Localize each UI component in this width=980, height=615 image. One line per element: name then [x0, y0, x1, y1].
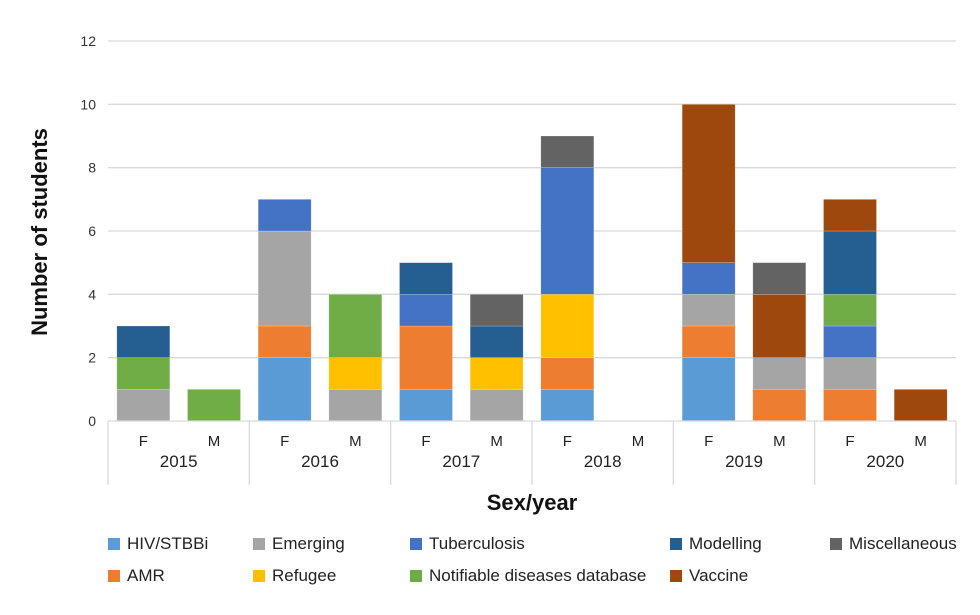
legend-swatch [108, 570, 120, 582]
legend-label: Emerging [272, 534, 345, 553]
legend-item: Miscellaneous [830, 534, 957, 554]
bar-segment-vaccine [893, 389, 948, 422]
x-sub-label: M [349, 433, 362, 450]
bar-segment-modelling [823, 230, 877, 295]
bar-segment-modelling [116, 325, 171, 358]
y-axis-ticks: 0 2 4 6 8 10 12 [80, 33, 96, 429]
bar-segment-hiv-stbbi [681, 357, 736, 422]
x-group-label: 2020 [866, 452, 904, 471]
bar-segment-emerging [328, 389, 383, 422]
bar-segment-miscellaneous [752, 262, 807, 295]
legend-item: Modelling [670, 534, 762, 554]
x-sub-label: F [139, 433, 148, 450]
legend-swatch [670, 538, 682, 550]
legend-label: Tuberculosis [429, 534, 525, 553]
legend-item: HIV/STBBi [108, 534, 208, 554]
bar-segment-emerging [752, 357, 807, 390]
x-sub-label: F [421, 433, 430, 450]
bar-segment-emerging [116, 389, 171, 422]
gridlines [108, 40, 956, 359]
legend-swatch [670, 570, 682, 582]
bar-segment-tuberculosis [823, 325, 877, 358]
legend-swatch [253, 538, 265, 550]
y-tick-label: 12 [80, 33, 96, 49]
y-tick-label: 8 [88, 160, 96, 176]
bar-segment-amr [823, 389, 877, 422]
y-axis-title: Number of students [27, 128, 52, 336]
legend-swatch [410, 538, 422, 550]
bars [116, 104, 948, 422]
legend-item: Emerging [253, 534, 345, 554]
x-sub-label: F [563, 433, 572, 450]
legend-item: AMR [108, 566, 165, 586]
y-tick-label: 6 [88, 223, 96, 239]
bar-segment-refugee [540, 294, 595, 358]
bar-segment-miscellaneous [540, 135, 595, 168]
bar-segment-hiv-stbbi [540, 389, 595, 422]
bar-segment-tuberculosis [257, 199, 312, 232]
x-sub-label: F [280, 433, 289, 450]
bar-segment-modelling [469, 325, 524, 358]
y-tick-label: 2 [88, 350, 96, 366]
bar-segment-notifiable-diseases-database [328, 294, 383, 358]
x-sub-label: F [845, 433, 854, 450]
legend-item: Refugee [253, 566, 336, 586]
bar-segment-miscellaneous [469, 294, 524, 327]
x-group-label: 2018 [584, 452, 622, 471]
bar-segment-notifiable-diseases-database [116, 357, 171, 390]
x-sub-label: M [490, 433, 503, 450]
y-tick-label: 0 [88, 413, 96, 429]
bar-segment-amr [752, 389, 807, 422]
bar-segment-amr [399, 325, 453, 390]
y-tick-label: 10 [80, 96, 96, 112]
legend-label: AMR [127, 566, 165, 585]
bar-segment-refugee [328, 357, 383, 390]
bar-segment-notifiable-diseases-database [187, 389, 241, 422]
legend-label: Vaccine [689, 566, 749, 585]
bar-segment-tuberculosis [399, 294, 453, 327]
legend-swatch [410, 570, 422, 582]
legend-label: HIV/STBBi [127, 534, 209, 553]
bar-segment-amr [257, 325, 312, 358]
bar-segment-vaccine [752, 294, 807, 358]
legend-swatch [108, 538, 120, 550]
x-group-label: 2019 [725, 452, 763, 471]
y-tick-label: 4 [88, 286, 96, 302]
bar-segment-notifiable-diseases-database [823, 294, 877, 327]
bar-segment-emerging [681, 294, 736, 327]
bar-segment-hiv-stbbi [399, 389, 453, 422]
bar-segment-vaccine [681, 104, 736, 263]
bar-segment-amr [540, 357, 595, 390]
bar-segment-refugee [469, 357, 524, 390]
legend-label: Miscellaneous [849, 534, 957, 553]
x-axis: F M F M F M F M F M F M 2015 2016 2017 2018 2019 2020 [107, 420, 957, 485]
x-sub-label: F [704, 433, 713, 450]
bar-segment-tuberculosis [681, 262, 736, 295]
bar-segment-hiv-stbbi [257, 357, 312, 422]
bar-segment-emerging [257, 230, 312, 327]
x-group-label: 2016 [301, 452, 339, 471]
x-group-label: 2015 [160, 452, 198, 471]
legend-swatch [253, 570, 265, 582]
bar-segment-vaccine [823, 199, 877, 232]
legend-item: Vaccine [670, 566, 748, 586]
bar-segment-emerging [823, 357, 877, 390]
legend-item: Tuberculosis [410, 534, 525, 554]
x-sub-label: M [914, 433, 927, 450]
bar-segment-modelling [399, 262, 453, 295]
legend-item: Notifiable diseases database [410, 566, 646, 586]
legend-swatch [830, 538, 842, 550]
x-sub-label: M [773, 433, 786, 450]
bar-segment-emerging [469, 389, 524, 422]
bar-segment-amr [681, 325, 736, 358]
bar-segment-tuberculosis [540, 167, 595, 295]
x-axis-title: Sex/year [487, 490, 578, 515]
x-sub-label: M [632, 433, 645, 450]
legend-label: Notifiable diseases database [429, 566, 647, 585]
legend-label: Refugee [272, 566, 337, 585]
x-sub-label: M [208, 433, 221, 450]
x-group-label: 2017 [442, 452, 480, 471]
legend-label: Modelling [689, 534, 762, 553]
